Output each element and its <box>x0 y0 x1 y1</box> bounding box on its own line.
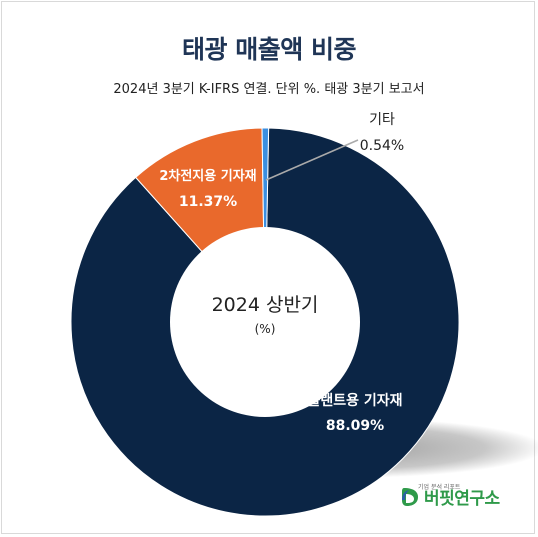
logo-tagline: 기업 분석 리포트 <box>418 484 461 491</box>
slice-value-battery: 11.37% <box>179 194 237 210</box>
chart-subtitle: 2024년 3분기 K-IFRS 연결. 단위 %. 태광 3분기 보고서 <box>113 82 425 97</box>
slice-other <box>261 127 270 323</box>
logo-name: 버핏연구소 <box>424 489 500 509</box>
chart-title: 태광 매출액 비중 <box>182 35 356 64</box>
leaf-b-logo-icon <box>402 487 418 506</box>
slice-label-plant: 플랜트용 기자재 <box>307 392 402 409</box>
slice-value-other: 0.54% <box>360 138 404 154</box>
slice-value-plant: 88.09% <box>326 418 384 434</box>
brand-logo: 기업 분석 리포트 버핏연구소 <box>400 484 500 509</box>
callout-line-other <box>265 139 359 181</box>
donut-hole <box>170 227 360 417</box>
slice-label-other: 기타 <box>369 112 395 128</box>
center-label: 2024 상반기 <box>212 294 319 316</box>
slice-label-battery: 2차전지용 기자재 <box>159 168 256 184</box>
center-unit: (%) <box>255 322 276 336</box>
